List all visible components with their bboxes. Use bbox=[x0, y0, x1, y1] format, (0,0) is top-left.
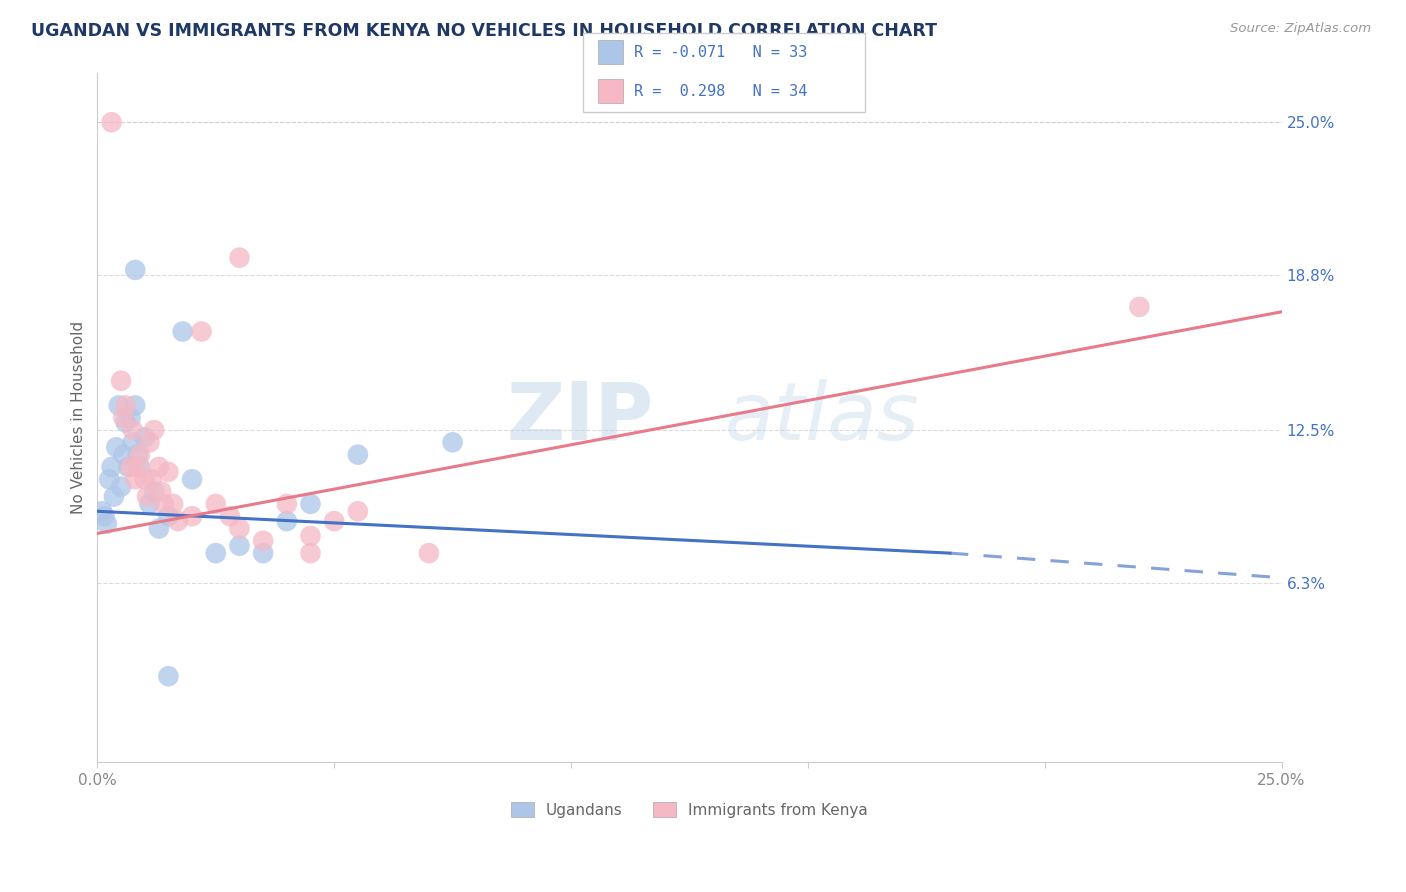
Point bbox=[110, 480, 132, 494]
Point bbox=[93, 509, 115, 524]
Point bbox=[252, 533, 274, 548]
Point bbox=[347, 448, 370, 462]
Point bbox=[299, 497, 322, 511]
Point bbox=[124, 472, 146, 486]
Y-axis label: No Vehicles in Household: No Vehicles in Household bbox=[72, 321, 86, 515]
Point bbox=[100, 115, 122, 129]
Text: R =  0.298   N = 34: R = 0.298 N = 34 bbox=[634, 84, 807, 99]
Point bbox=[110, 374, 132, 388]
Point bbox=[152, 497, 174, 511]
Text: UGANDAN VS IMMIGRANTS FROM KENYA NO VEHICLES IN HOUSEHOLD CORRELATION CHART: UGANDAN VS IMMIGRANTS FROM KENYA NO VEHI… bbox=[31, 22, 936, 40]
Text: Source: ZipAtlas.com: Source: ZipAtlas.com bbox=[1230, 22, 1371, 36]
Point bbox=[181, 509, 204, 524]
Point bbox=[204, 546, 226, 560]
Point bbox=[228, 251, 250, 265]
Point bbox=[122, 423, 145, 437]
Point bbox=[138, 497, 160, 511]
Point bbox=[107, 398, 129, 412]
Point bbox=[162, 497, 184, 511]
Point bbox=[117, 459, 139, 474]
Point bbox=[157, 669, 180, 683]
Point bbox=[143, 423, 166, 437]
Point bbox=[112, 448, 135, 462]
Point bbox=[114, 416, 136, 430]
Point bbox=[100, 459, 122, 474]
Text: ZIP: ZIP bbox=[506, 379, 654, 457]
Point bbox=[276, 514, 298, 528]
Point bbox=[122, 435, 145, 450]
Point bbox=[134, 430, 156, 444]
Point bbox=[129, 448, 152, 462]
Point bbox=[228, 522, 250, 536]
Point bbox=[204, 497, 226, 511]
Text: R = -0.071   N = 33: R = -0.071 N = 33 bbox=[634, 45, 807, 60]
Point bbox=[1128, 300, 1150, 314]
Point bbox=[252, 546, 274, 560]
Point bbox=[143, 484, 166, 499]
Point bbox=[127, 448, 149, 462]
Point bbox=[219, 509, 242, 524]
Point bbox=[91, 504, 114, 518]
Point bbox=[167, 514, 190, 528]
Point bbox=[347, 504, 370, 518]
Point bbox=[98, 472, 121, 486]
Point bbox=[299, 529, 322, 543]
Point bbox=[112, 410, 135, 425]
Point bbox=[157, 465, 180, 479]
Point bbox=[148, 522, 170, 536]
Point bbox=[148, 459, 170, 474]
Point bbox=[418, 546, 440, 560]
Point bbox=[138, 435, 160, 450]
Point bbox=[181, 472, 204, 486]
Point bbox=[124, 263, 146, 277]
Point bbox=[120, 410, 142, 425]
Point bbox=[120, 459, 142, 474]
Point bbox=[276, 497, 298, 511]
Point bbox=[96, 516, 118, 531]
Point bbox=[190, 325, 212, 339]
Point bbox=[134, 472, 156, 486]
Point bbox=[141, 472, 163, 486]
Text: atlas: atlas bbox=[725, 379, 920, 457]
Point bbox=[172, 325, 194, 339]
Point bbox=[105, 440, 128, 454]
Point bbox=[129, 459, 152, 474]
Point bbox=[103, 490, 125, 504]
Point bbox=[150, 484, 173, 499]
Point bbox=[299, 546, 322, 560]
Point bbox=[114, 398, 136, 412]
Point bbox=[441, 435, 464, 450]
Point bbox=[127, 459, 149, 474]
Point bbox=[124, 398, 146, 412]
Legend: Ugandans, Immigrants from Kenya: Ugandans, Immigrants from Kenya bbox=[505, 796, 875, 823]
Point bbox=[323, 514, 346, 528]
Point bbox=[136, 490, 159, 504]
Point bbox=[157, 509, 180, 524]
Point bbox=[228, 539, 250, 553]
